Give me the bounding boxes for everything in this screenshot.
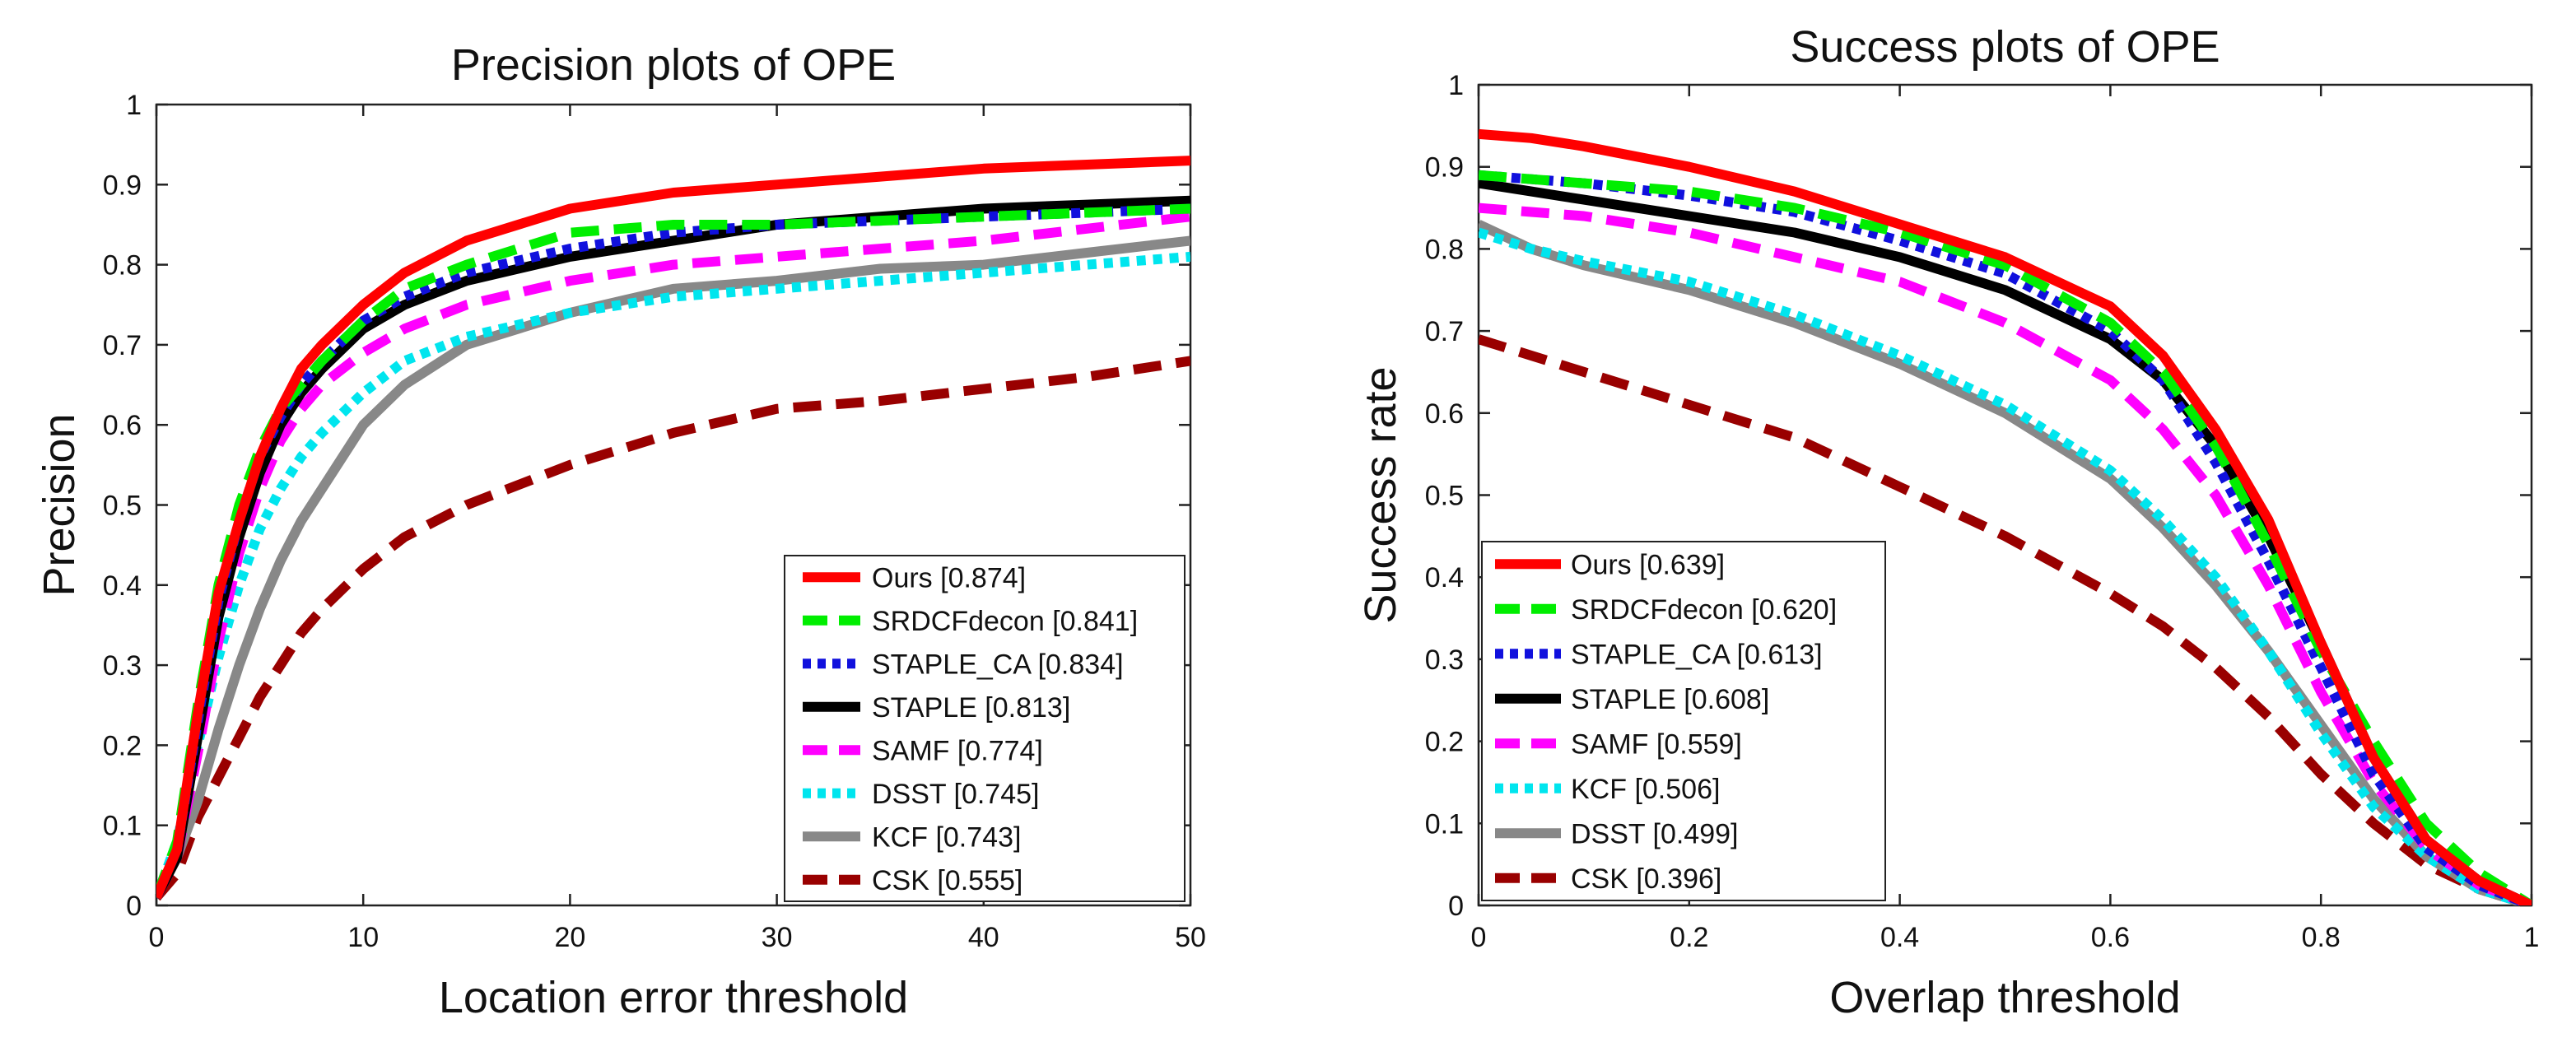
y-tick-label: 0.9 [103,170,142,201]
legend-entry-label: CSK [0.555] [872,865,1022,896]
x-tick-label: 0 [149,922,165,953]
precision-chart: 00.10.20.30.40.50.60.70.80.910 10 20 30 40 50… [35,40,1206,1022]
x-tick-label: 0.4 [1880,922,1919,953]
legend-entry-label: STAPLE_CA [0.613] [1571,639,1823,670]
chart-title: Success plots of OPE [1790,22,2220,72]
x-tick-label: 10 [347,922,379,953]
legend-entry-label: DSST [0.745] [872,779,1040,810]
x-tick-label: 0 [1471,922,1487,953]
y-tick-label: 0 [126,891,142,922]
y-tick-label: 1 [126,90,142,121]
y-tick-label: 0.5 [103,491,142,522]
legend-entry-label: SAMF [0.559] [1571,728,1742,760]
legend-entry-label: Ours [0.874] [872,562,1026,593]
legend-entry-label: DSST [0.499] [1571,818,1739,849]
legend-entry-label: KCF [0.743] [872,821,1021,853]
legend-entry-label: CSK [0.396] [1571,863,1721,895]
legend-entry-label: Ours [0.639] [1571,549,1725,580]
y-tick-label: 0.8 [103,250,142,282]
legend-box [1481,541,1886,901]
legend-entry-label: STAPLE_CA [0.834] [872,649,1124,680]
series-line-ours [156,156,1190,900]
x-tick-label: 40 [968,922,999,953]
x-tick-label: 30 [762,922,793,953]
legend-entry-label: SRDCFdecon [0.841] [872,606,1138,637]
y-tick-label: 0.7 [1425,316,1464,347]
series-line-samf [1479,202,2532,905]
y-tick-label: 0.9 [1425,152,1464,184]
series-group [1479,128,2532,905]
y-axis-label: Success rate [1356,366,1405,623]
y-tick-label: 0.3 [103,650,142,682]
y-tick-label: 0.2 [103,730,142,761]
y-tick-label: 0.3 [1425,644,1464,676]
y-tick-label: 0.5 [1425,481,1464,512]
series-line-ours [1479,128,2532,905]
legend-entry-label: STAPLE [0.813] [872,692,1070,724]
x-tick-label: 0.2 [1670,922,1708,953]
series-line-dsst [156,251,1190,900]
series-line-srdcfdecon [1479,170,2532,905]
y-tick-label: 0.8 [1425,234,1464,265]
y-tick-label: 0.6 [103,410,142,441]
x-tick-label: 1 [2524,922,2540,953]
y-tick-label: 0.1 [103,811,142,842]
legend: Ours [0.874] SRDCFdecon [0.841] STAPLE_CA … [784,555,1186,902]
series-group [156,156,1190,901]
chart-title: Precision plots of OPE [451,40,896,90]
y-tick-label: 0.4 [1425,562,1464,593]
y-tick-label: 0.6 [1425,398,1464,430]
y-tick-label: 1 [1448,70,1464,101]
legend: Ours [0.639] SRDCFdecon [0.620] STAPLE_CA … [1481,541,1886,901]
x-tick-label: 20 [554,922,585,953]
y-tick-label: 0 [1448,891,1464,922]
series-line-csk [156,356,1190,901]
x-tick-label: 50 [1175,922,1206,953]
legend-entry-label: SAMF [0.774] [872,735,1043,766]
legend-entry-label: SRDCFdecon [0.620] [1571,594,1837,626]
y-tick-label: 0.1 [1425,808,1464,840]
y-tick-label: 0.7 [103,330,142,361]
y-tick-label: 0.2 [1425,727,1464,758]
y-tick-label: 0.4 [103,570,142,602]
success-chart: 0 0.1 0.2 0.3 0.4 0.5 0.6 0.7 0.8 0.9 1 0 0.2 0.4 0.6 0… [1356,22,2539,1022]
x-axis-label: Overlap threshold [1829,973,2180,1022]
series-line-staple-ca [1479,170,2532,905]
x-tick-label: 0.6 [2091,922,2130,953]
y-axis-label: Precision [35,413,84,596]
series-line-kcf [156,235,1190,900]
series-line-kcf [1479,227,2532,905]
legend-box [784,555,1186,902]
x-tick-label: 0.8 [2302,922,2341,953]
x-axis-label: Location error threshold [439,973,908,1022]
legend-entry-label: STAPLE [0.608] [1571,684,1769,715]
legend-entry-label: KCF [0.506] [1571,774,1720,805]
